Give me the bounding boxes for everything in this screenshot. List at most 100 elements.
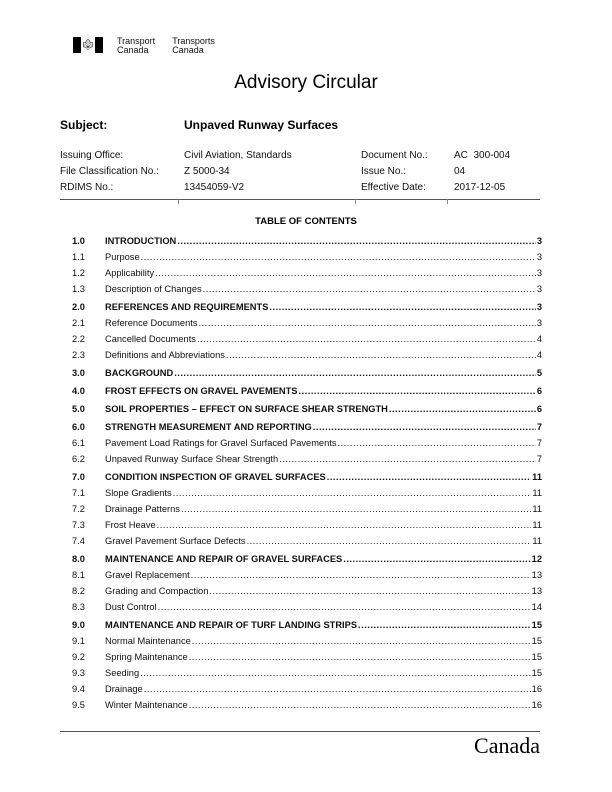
dot-leader bbox=[173, 487, 532, 500]
rdims-label: RDIMS No.: bbox=[60, 182, 114, 193]
dot-leader bbox=[144, 683, 531, 696]
toc-entry[interactable]: 6.0 STRENGTH MEASUREMENT AND REPORTING 7 bbox=[72, 421, 542, 437]
toc-entry-title: Drainage bbox=[105, 684, 143, 694]
document-no-value: AC 300-004 bbox=[454, 150, 511, 161]
toc-entry-page: 3 bbox=[536, 252, 542, 262]
dot-leader bbox=[140, 667, 531, 680]
toc-entry-title: Spring Maintenance bbox=[105, 652, 188, 662]
toc-entry[interactable]: 2.1 Reference Documents 3 bbox=[72, 317, 542, 333]
toc-entry[interactable]: 1.2 Applicability 3 bbox=[72, 267, 542, 283]
document-no-label: Document No.: bbox=[361, 150, 428, 161]
toc-entry-title: Dust Control bbox=[105, 602, 157, 612]
toc-entry-title: Gravel Replacement bbox=[105, 570, 190, 580]
toc-entry-title: INTRODUCTION bbox=[105, 236, 177, 246]
toc-entry[interactable]: 2.3 Definitions and Abbreviations 4 bbox=[72, 349, 542, 365]
toc-entry[interactable]: 7.1 Slope Gradients 11 bbox=[72, 487, 542, 503]
toc-entry-page: 3 bbox=[536, 318, 542, 328]
toc-entry[interactable]: 8.3 Dust Control 14 bbox=[72, 601, 542, 617]
toc-entry[interactable]: 2.2 Cancelled Documents 4 bbox=[72, 333, 542, 349]
toc-entry-number: 4.0 bbox=[72, 386, 85, 396]
toc-entry[interactable]: 6.1 Pavement Load Ratings for Gravel Surf… bbox=[72, 437, 542, 453]
toc-entry-number: 1.3 bbox=[72, 284, 85, 294]
toc-entry-title: Frost Heave bbox=[105, 520, 156, 530]
toc-entry[interactable]: 9.5 Winter Maintenance 16 bbox=[72, 699, 542, 715]
dot-leader bbox=[269, 301, 535, 314]
toc-entry-page: 12 bbox=[531, 554, 542, 564]
toc-entry[interactable]: 7.2 Drainage Patterns 11 bbox=[72, 503, 542, 519]
toc-entry-number: 6.0 bbox=[72, 422, 85, 432]
toc-entry-title: REFERENCES AND REQUIREMENTS bbox=[105, 302, 269, 312]
toc-entry-page: 15 bbox=[531, 668, 542, 678]
toc-entry[interactable]: 5.0 SOIL PROPERTIES – EFFECT ON SURFACE S… bbox=[72, 403, 542, 419]
toc-entry-number: 8.0 bbox=[72, 554, 85, 564]
toc-entry[interactable]: 9.0 MAINTENANCE AND REPAIR OF TURF LANDIN… bbox=[72, 619, 542, 635]
toc-entry-page: 3 bbox=[536, 236, 542, 246]
dot-leader bbox=[189, 699, 531, 712]
toc-entry-title: Gravel Pavement Surface Defects bbox=[105, 536, 246, 546]
toc-entry[interactable]: 1.0 INTRODUCTION 3 bbox=[72, 235, 542, 251]
toc-entry[interactable]: 8.2 Grading and Compaction 13 bbox=[72, 585, 542, 601]
dot-leader bbox=[313, 421, 536, 434]
toc-entry-page: 3 bbox=[536, 284, 542, 294]
issuing-office-label: Issuing Office: bbox=[60, 150, 124, 161]
dot-leader bbox=[226, 349, 536, 362]
toc-entry[interactable]: 9.4 Drainage 16 bbox=[72, 683, 542, 699]
toc-entry[interactable]: 4.0 FROST EFFECTS ON GRAVEL PAVEMENTS 6 bbox=[72, 385, 542, 401]
toc-entry[interactable]: 9.3 Seeding 15 bbox=[72, 667, 542, 683]
toc-entry-page: 5 bbox=[536, 368, 542, 378]
toc-entry-page: 15 bbox=[531, 652, 542, 662]
toc-entry[interactable]: 1.3 Description of Changes 3 bbox=[72, 283, 542, 299]
toc-entry-title: Definitions and Abbreviations bbox=[105, 350, 225, 360]
toc-entry[interactable]: 7.0 CONDITION INSPECTION OF GRAVEL SURFAC… bbox=[72, 471, 542, 487]
effective-date-label: Effective Date: bbox=[361, 182, 426, 193]
toc-entry-page: 15 bbox=[531, 620, 542, 630]
toc-entry[interactable]: 2.0 REFERENCES AND REQUIREMENTS 3 bbox=[72, 301, 542, 317]
toc-entry-title: MAINTENANCE AND REPAIR OF TURF LANDING S… bbox=[105, 620, 358, 630]
toc-entry-number: 9.5 bbox=[72, 700, 85, 710]
toc-entry-number: 9.3 bbox=[72, 668, 85, 678]
toc-entry-number: 7.1 bbox=[72, 488, 85, 498]
dot-leader bbox=[141, 251, 536, 264]
toc-entry-title: Seeding bbox=[105, 668, 140, 678]
dot-leader bbox=[389, 403, 536, 416]
dot-leader bbox=[203, 283, 536, 296]
dot-leader bbox=[209, 585, 530, 598]
toc-entry-number: 1.0 bbox=[72, 236, 85, 246]
toc-entry[interactable]: 6.2 Unpaved Runway Surface Shear Strength… bbox=[72, 453, 542, 469]
dot-leader bbox=[189, 651, 531, 664]
toc-entry-page: 7 bbox=[536, 422, 542, 432]
dot-leader bbox=[343, 553, 530, 566]
toc-entry-title: Reference Documents bbox=[105, 318, 198, 328]
toc-entry-number: 6.1 bbox=[72, 438, 85, 448]
effective-date-value: 2017-12-05 bbox=[454, 182, 506, 193]
toc-entry-number: 8.3 bbox=[72, 602, 85, 612]
dot-leader bbox=[155, 267, 536, 280]
toc-entry[interactable]: 1.1 Purpose 3 bbox=[72, 251, 542, 267]
table-of-contents: 1.0 INTRODUCTION 3 1.1 Purpose 3 1.2 Applicabil… bbox=[72, 235, 542, 715]
toc-entry-number: 2.1 bbox=[72, 318, 85, 328]
dot-leader bbox=[177, 235, 536, 248]
toc-entry-page: 4 bbox=[536, 350, 542, 360]
file-classification-label: File Classification No.: bbox=[60, 166, 159, 177]
toc-entry[interactable]: 8.1 Gravel Replacement 13 bbox=[72, 569, 542, 585]
column-divider bbox=[178, 199, 179, 204]
toc-entry[interactable]: 9.2 Spring Maintenance 15 bbox=[72, 651, 542, 667]
toc-entry-number: 7.0 bbox=[72, 472, 85, 482]
toc-entry-number: 9.4 bbox=[72, 684, 85, 694]
dot-leader bbox=[181, 503, 531, 516]
toc-entry-page: 15 bbox=[531, 636, 542, 646]
footer-divider bbox=[60, 731, 540, 732]
toc-entry-page: 11 bbox=[532, 520, 542, 530]
toc-entry-title: Drainage Patterns bbox=[105, 504, 180, 514]
toc-entry-number: 2.3 bbox=[72, 350, 85, 360]
toc-entry[interactable]: 7.4 Gravel Pavement Surface Defects 11 bbox=[72, 535, 542, 551]
toc-entry-title: FROST EFFECTS ON GRAVEL PAVEMENTS bbox=[105, 386, 298, 396]
dot-leader bbox=[247, 535, 532, 548]
toc-entry-title: Slope Gradients bbox=[105, 488, 172, 498]
toc-entry[interactable]: 8.0 MAINTENANCE AND REPAIR OF GRAVEL SURF… bbox=[72, 553, 542, 569]
toc-entry-title: Description of Changes bbox=[105, 284, 202, 294]
toc-entry[interactable]: 3.0 BACKGROUND 5 bbox=[72, 367, 542, 383]
toc-entry[interactable]: 9.1 Normal Maintenance 15 bbox=[72, 635, 542, 651]
toc-entry[interactable]: 7.3 Frost Heave 11 bbox=[72, 519, 542, 535]
dot-leader bbox=[338, 437, 536, 450]
